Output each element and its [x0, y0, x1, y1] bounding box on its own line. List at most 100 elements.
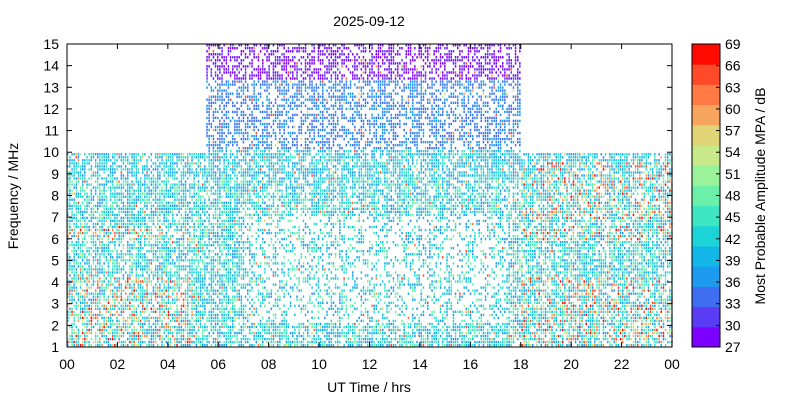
- heatmap-cell: [210, 53, 213, 56]
- heatmap-cell: [266, 256, 268, 259]
- heatmap-cell: [234, 183, 236, 186]
- heatmap-cell: [229, 168, 232, 171]
- heatmap-cell: [137, 334, 140, 338]
- heatmap-cell: [69, 174, 71, 177]
- heatmap-cell: [251, 177, 253, 180]
- heatmap-cell: [208, 128, 210, 132]
- heatmap-cell: [262, 104, 264, 107]
- heatmap-cell: [103, 192, 105, 195]
- heatmap-cell: [122, 204, 125, 207]
- heatmap-cell: [105, 250, 108, 253]
- heatmap-cell: [105, 283, 108, 286]
- heatmap-cell: [79, 298, 82, 301]
- heatmap-cell: [257, 289, 260, 292]
- heatmap-cell: [197, 195, 200, 198]
- heatmap-cell: [214, 144, 217, 147]
- heatmap-cell: [127, 207, 129, 210]
- heatmap-cell: [180, 256, 183, 259]
- heatmap-cell: [82, 256, 84, 259]
- heatmap-cell: [195, 265, 198, 268]
- heatmap-cell: [242, 83, 245, 86]
- heatmap-cell: [114, 298, 116, 301]
- heatmap-cell: [236, 298, 238, 301]
- heatmap-cell: [221, 319, 223, 323]
- heatmap-cell: [97, 280, 99, 283]
- heatmap-cell: [94, 241, 97, 244]
- heatmap-cell: [105, 286, 108, 289]
- heatmap-cell: [174, 189, 176, 192]
- heatmap-cell: [109, 210, 112, 214]
- heatmap-cell: [212, 234, 215, 238]
- heatmap-cell: [77, 253, 80, 256]
- heatmap-cell: [189, 268, 191, 271]
- heatmap-cell: [234, 298, 236, 301]
- heatmap-cell: [251, 280, 253, 283]
- heatmap-cell: [129, 337, 131, 341]
- heatmap-cell: [219, 250, 221, 253]
- heatmap-cell: [234, 180, 236, 183]
- heatmap-cell: [208, 141, 210, 144]
- heatmap-cell: [157, 271, 159, 274]
- heatmap-cell: [244, 268, 247, 271]
- heatmap-cell: [169, 244, 172, 247]
- heatmap-cell: [69, 198, 71, 201]
- heatmap-cell: [240, 131, 243, 135]
- heatmap-cell: [157, 316, 159, 320]
- heatmap-cell: [69, 340, 71, 344]
- heatmap-cell: [99, 292, 101, 295]
- heatmap-cell: [195, 250, 198, 253]
- heatmap-cell: [172, 171, 174, 174]
- heatmap-cell: [133, 162, 135, 165]
- heatmap-cell: [180, 216, 183, 220]
- heatmap-cell: [105, 165, 108, 168]
- heatmap-cell: [217, 262, 219, 265]
- heatmap-cell: [193, 186, 195, 189]
- heatmap-cell: [146, 225, 148, 229]
- heatmap-cell: [116, 316, 118, 320]
- heatmap-cell: [242, 247, 245, 250]
- heatmap-cell: [210, 174, 213, 177]
- heatmap-cell: [197, 337, 200, 341]
- heatmap-cell: [77, 241, 80, 244]
- heatmap-cell: [86, 277, 88, 280]
- heatmap-cell: [195, 319, 198, 323]
- heatmap-cell: [197, 213, 200, 217]
- heatmap-cell: [150, 228, 153, 232]
- heatmap-cell: [150, 262, 153, 265]
- heatmap-cell: [148, 198, 150, 201]
- heatmap-cell: [262, 116, 264, 120]
- heatmap-cell: [247, 316, 249, 320]
- heatmap-cell: [172, 177, 174, 180]
- heatmap-cell: [210, 325, 213, 329]
- heatmap-cell: [249, 195, 251, 198]
- heatmap-cell: [247, 86, 249, 89]
- heatmap-cell: [223, 201, 225, 204]
- heatmap-cell: [77, 340, 80, 344]
- heatmap-cell: [257, 153, 260, 156]
- heatmap-cell: [174, 319, 176, 323]
- heatmap-cell: [163, 283, 165, 286]
- heatmap-cell: [174, 301, 176, 304]
- heatmap-cell: [238, 95, 240, 98]
- heatmap-cell: [238, 271, 240, 274]
- heatmap-cell: [163, 210, 165, 214]
- heatmap-cell: [101, 168, 103, 171]
- heatmap-cell: [208, 292, 210, 295]
- heatmap-cell: [172, 216, 174, 220]
- heatmap-cell: [262, 177, 264, 180]
- heatmap-cell: [212, 56, 215, 59]
- heatmap-cell: [272, 177, 275, 180]
- heatmap-cell: [139, 241, 142, 244]
- heatmap-cell: [172, 165, 174, 168]
- heatmap-cell: [199, 216, 202, 220]
- heatmap-cell: [208, 289, 210, 292]
- heatmap-cell: [112, 237, 114, 241]
- heatmap-cell: [90, 322, 93, 326]
- heatmap-cell: [169, 295, 172, 298]
- heatmap-cell: [270, 292, 273, 295]
- heatmap-cell: [112, 213, 114, 217]
- heatmap-cell: [152, 289, 155, 292]
- heatmap-cell: [176, 344, 178, 347]
- heatmap-cell: [249, 213, 251, 217]
- heatmap-cell: [163, 271, 165, 274]
